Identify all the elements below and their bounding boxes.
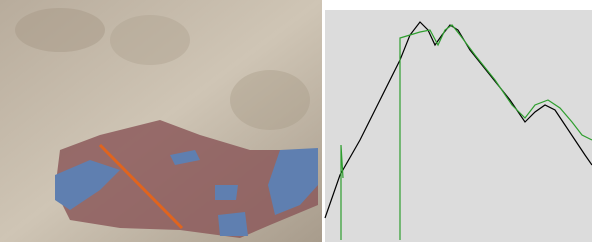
profile-chart — [0, 0, 592, 242]
plot-area — [325, 10, 592, 242]
screen — [0, 0, 592, 242]
